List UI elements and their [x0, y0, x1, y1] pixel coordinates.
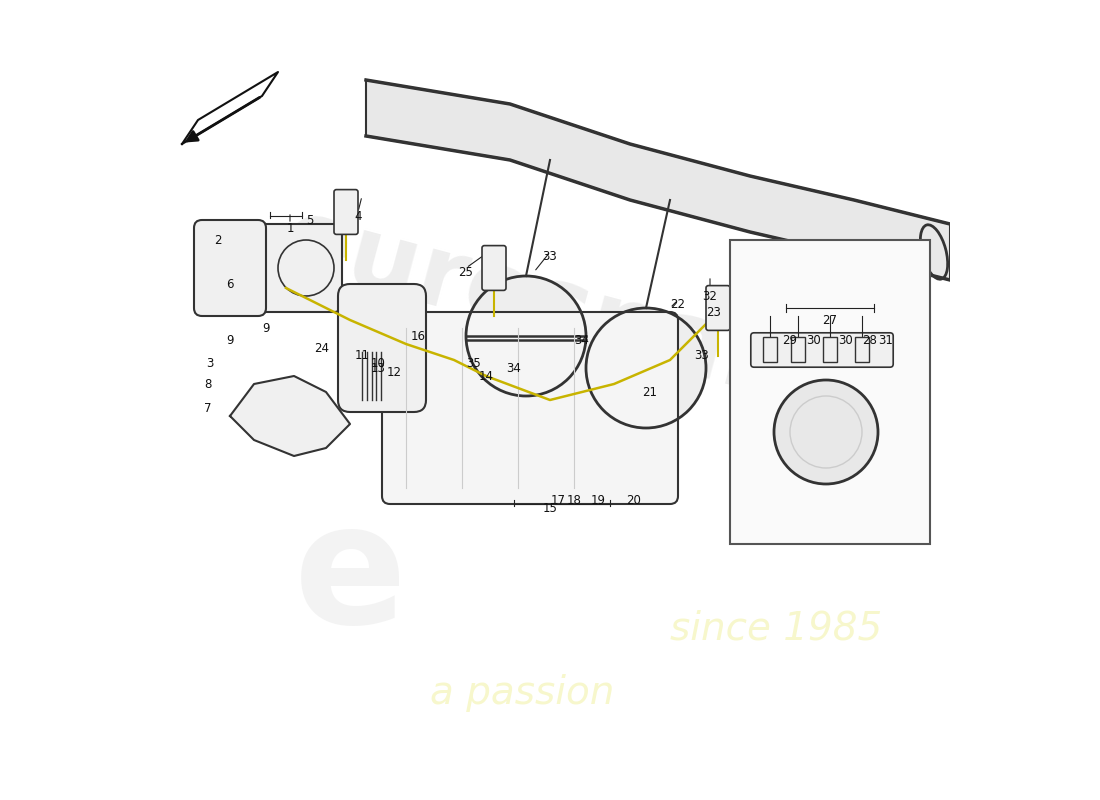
Text: 9: 9 [227, 334, 233, 346]
Text: 5: 5 [306, 214, 313, 226]
Text: 24: 24 [315, 342, 330, 354]
FancyBboxPatch shape [823, 337, 837, 362]
Text: a passion
since 1985: a passion since 1985 [503, 422, 676, 506]
Text: a passion: a passion [430, 674, 615, 712]
Text: 35: 35 [466, 358, 482, 370]
Text: 2: 2 [214, 234, 222, 246]
Polygon shape [230, 376, 350, 456]
Text: 17: 17 [550, 494, 565, 506]
Text: 33: 33 [694, 350, 710, 362]
Text: 28: 28 [862, 334, 878, 346]
Text: 12: 12 [386, 366, 402, 378]
FancyBboxPatch shape [334, 190, 358, 234]
Text: 29: 29 [782, 334, 797, 346]
Text: 3: 3 [207, 358, 213, 370]
Text: 7: 7 [204, 402, 211, 414]
FancyBboxPatch shape [762, 337, 778, 362]
Text: 18: 18 [566, 494, 582, 506]
Text: 21: 21 [642, 386, 658, 398]
Text: e: e [294, 496, 407, 659]
Text: 30: 30 [838, 334, 854, 346]
FancyBboxPatch shape [338, 284, 426, 412]
Text: 25: 25 [459, 266, 473, 278]
FancyBboxPatch shape [194, 220, 266, 316]
Text: 9: 9 [262, 322, 270, 334]
FancyBboxPatch shape [482, 246, 506, 290]
Text: 32: 32 [703, 290, 717, 302]
FancyBboxPatch shape [382, 312, 678, 504]
FancyBboxPatch shape [791, 337, 805, 362]
Text: 8: 8 [204, 378, 211, 390]
FancyBboxPatch shape [751, 333, 893, 367]
Text: 23: 23 [706, 306, 722, 318]
Text: 6: 6 [227, 278, 233, 290]
Text: 16: 16 [410, 330, 426, 342]
Text: 31: 31 [879, 334, 893, 346]
Text: 13: 13 [371, 362, 385, 374]
Text: 14: 14 [478, 370, 494, 382]
Text: 20: 20 [627, 494, 641, 506]
Text: 10: 10 [371, 358, 385, 370]
Text: 34: 34 [574, 334, 590, 346]
Text: 1: 1 [286, 222, 294, 234]
Text: 19: 19 [591, 494, 605, 506]
Text: 33: 33 [542, 250, 558, 262]
Polygon shape [366, 80, 950, 280]
Text: 15: 15 [542, 502, 558, 514]
FancyBboxPatch shape [855, 337, 869, 362]
FancyBboxPatch shape [246, 224, 342, 312]
Circle shape [586, 308, 706, 428]
Text: 27: 27 [823, 314, 837, 326]
Circle shape [466, 276, 586, 396]
Bar [730, 240, 930, 544]
Text: 22: 22 [671, 298, 685, 310]
Text: eurospares: eurospares [272, 191, 908, 449]
Text: 34: 34 [507, 362, 521, 374]
FancyBboxPatch shape [706, 286, 730, 330]
Text: 11: 11 [354, 350, 370, 362]
Text: since 1985: since 1985 [670, 610, 882, 648]
Text: 4: 4 [354, 210, 362, 222]
Circle shape [774, 380, 878, 484]
Text: 30: 30 [806, 334, 822, 346]
